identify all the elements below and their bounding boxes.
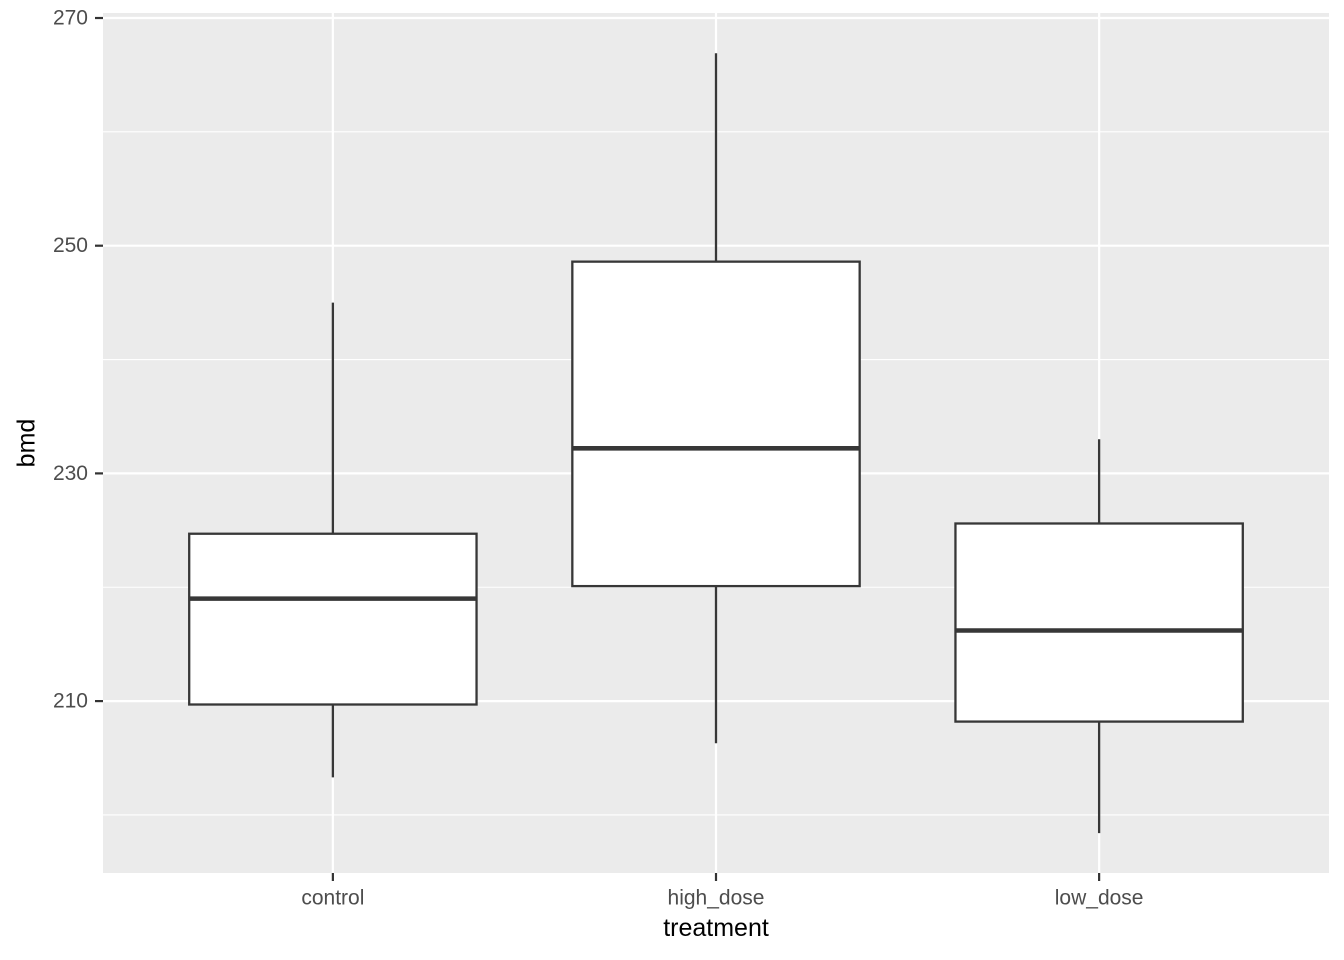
y-tick-label: 210 (53, 690, 88, 713)
box-iqr (188, 532, 478, 706)
box-iqr (571, 260, 861, 588)
y-axis-title: bmd (12, 418, 41, 468)
x-tick-label: control (301, 887, 364, 910)
x-tick-label: low_dose (1055, 887, 1144, 910)
x-tick-label: high_dose (668, 887, 765, 910)
y-tick-label: 250 (53, 234, 88, 257)
y-tick-label: 270 (53, 7, 88, 30)
box-iqr (954, 522, 1244, 723)
x-axis-title: treatment (663, 914, 769, 942)
y-tick-label: 230 (53, 462, 88, 485)
